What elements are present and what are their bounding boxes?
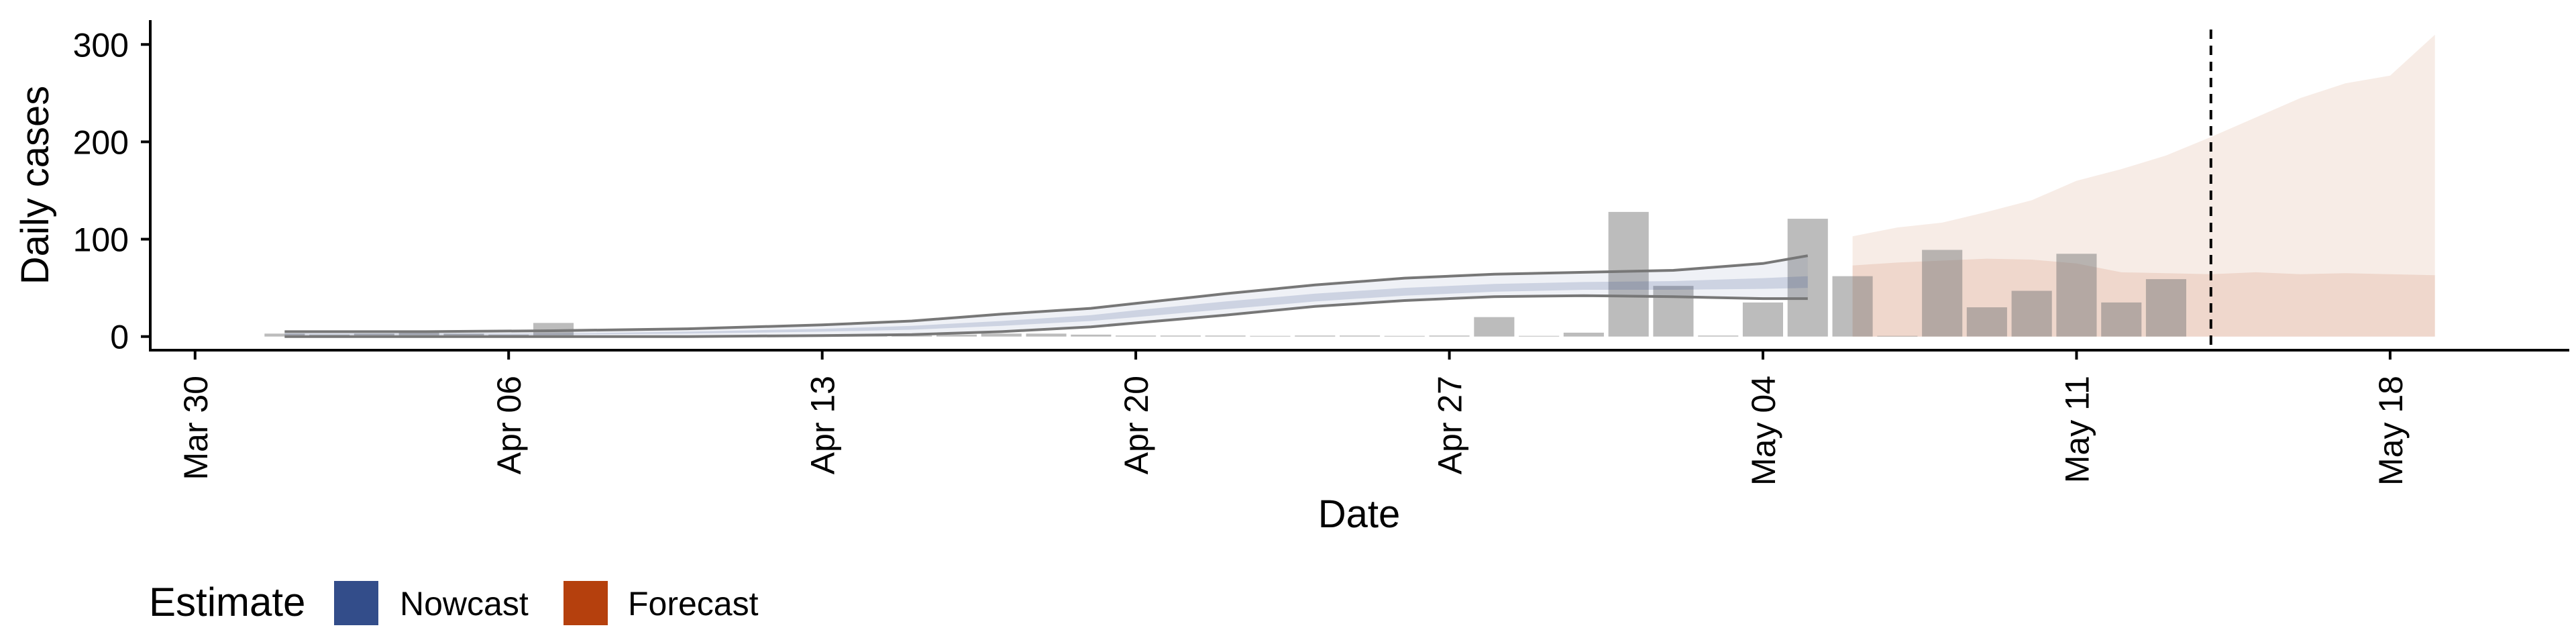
- case-bar: [1832, 276, 1873, 337]
- forecast-outer-band: [1852, 34, 2435, 337]
- axes: [149, 20, 2569, 352]
- case-bar: [1922, 250, 1963, 337]
- y-tick-label: 300: [73, 26, 129, 64]
- x-tick-label: Apr 27: [1432, 376, 1469, 474]
- x-axis-title: Date: [1318, 492, 1401, 536]
- case-bar: [936, 334, 977, 337]
- case-bar: [1340, 335, 1381, 337]
- nowcast-upper-line: [284, 254, 1809, 333]
- case-bar: [1205, 335, 1246, 337]
- legend-swatch-nowcast: [334, 581, 378, 625]
- case-bar: [892, 335, 932, 337]
- legend-title: Estimate: [149, 580, 305, 625]
- case-bar: [1698, 335, 1739, 337]
- case-bar: [1250, 335, 1291, 337]
- case-bar: [1653, 286, 1694, 337]
- case-bar: [443, 333, 484, 337]
- x-tick-label: Mar 30: [177, 376, 215, 480]
- x-tick-label: May 04: [1745, 376, 1782, 486]
- nowcast-inner-band: [284, 276, 1808, 335]
- x-tick-label: May 11: [2058, 376, 2096, 483]
- case-bar: [1071, 334, 1112, 337]
- legend-label-nowcast: Nowcast: [400, 585, 529, 623]
- case-bar: [354, 333, 394, 337]
- case-bar: [1384, 335, 1425, 337]
- legend: Estimate Nowcast Forecast: [149, 580, 759, 625]
- case-bar: [1563, 332, 1604, 337]
- legend-label-forecast: Forecast: [628, 585, 759, 623]
- nowcast-lower-line: [284, 294, 1808, 338]
- x-tick-label: Apr 20: [1118, 376, 1155, 474]
- case-bar: [398, 332, 439, 337]
- case-bar: [2101, 302, 2142, 337]
- case-bar: [1608, 211, 1649, 337]
- nowcast-bands: [284, 254, 1809, 338]
- case-bar: [1787, 219, 1828, 337]
- case-bar: [1474, 317, 1515, 337]
- case-bar: [1742, 302, 1783, 337]
- x-tick-label: Apr 13: [804, 376, 842, 474]
- case-bar: [1519, 335, 1560, 337]
- y-ticks: 0 100 200 300: [73, 26, 150, 356]
- y-tick-label: 0: [110, 319, 129, 356]
- case-bar: [264, 333, 305, 337]
- case-bar: [1429, 335, 1470, 337]
- case-bar: [1295, 335, 1336, 337]
- case-bar: [981, 333, 1022, 337]
- case-bar: [1877, 335, 1918, 337]
- case-bar: [1026, 333, 1067, 337]
- case-bar: [2056, 254, 2097, 337]
- y-tick-label: 100: [73, 221, 129, 259]
- y-tick-label: 200: [73, 123, 129, 161]
- legend-swatch-forecast: [564, 581, 608, 625]
- y-axis-title: Daily cases: [13, 86, 57, 285]
- case-bar: [1116, 335, 1157, 337]
- case-bar: [2145, 279, 2186, 337]
- x-tick-label: Apr 06: [490, 376, 528, 474]
- case-bar: [1966, 307, 2007, 337]
- x-tick-label: May 18: [2372, 376, 2410, 486]
- case-bar: [2011, 290, 2052, 337]
- x-ticks: Mar 30 Apr 06 Apr 13 Apr 20 Apr 27 May 04 May …: [177, 350, 2410, 486]
- case-bar: [1160, 335, 1201, 337]
